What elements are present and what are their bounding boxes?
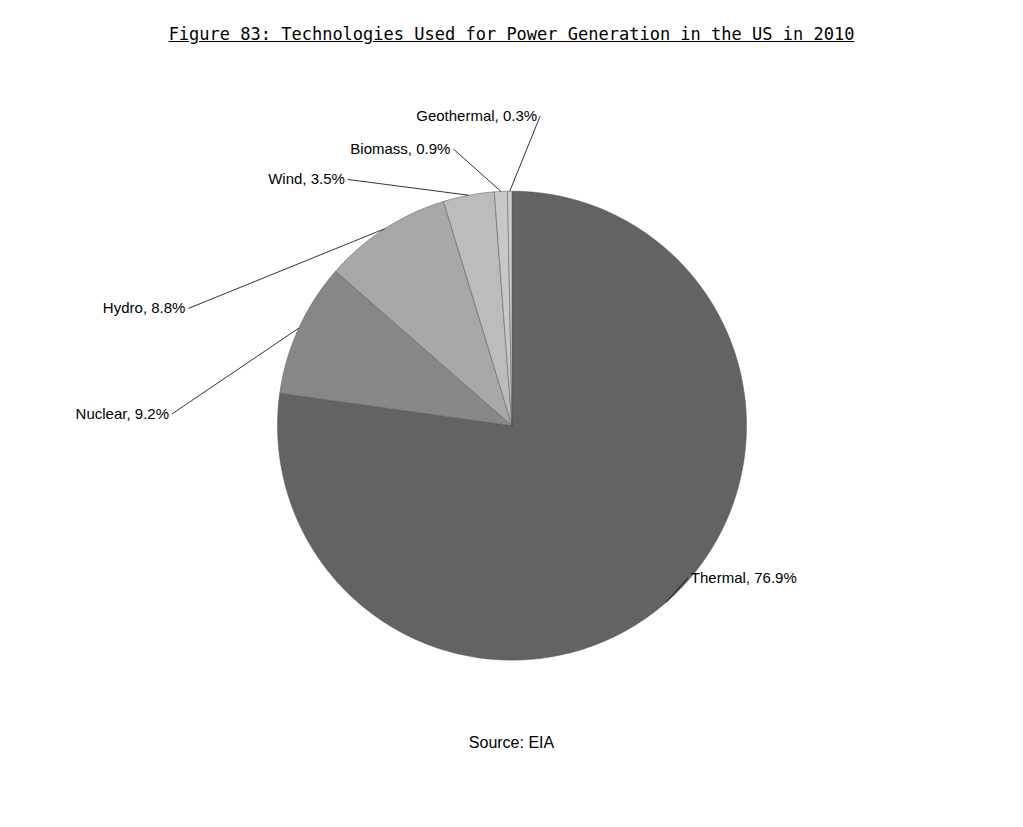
- html-text:Figure 83: Technologies Used f: Figure 83: Technologies Used for Power G…: [168, 24, 855, 44]
- svg-text:Geothermal, 0.3%: Geothermal, 0.3%: [416, 107, 537, 124]
- svg-text:Hydro, 8.8%: Hydro, 8.8%: [103, 299, 186, 316]
- html-text:Source: EIA: Source: EIA: [468, 734, 555, 751]
- svg-text:Nuclear, 9.2%: Nuclear, 9.2%: [76, 405, 169, 422]
- svg-text:Thermal, 76.9%: Thermal, 76.9%: [691, 569, 797, 586]
- svg-text:Wind, 3.5%: Wind, 3.5%: [268, 170, 345, 187]
- svg-text:Biomass, 0.9%: Biomass, 0.9%: [350, 140, 450, 157]
